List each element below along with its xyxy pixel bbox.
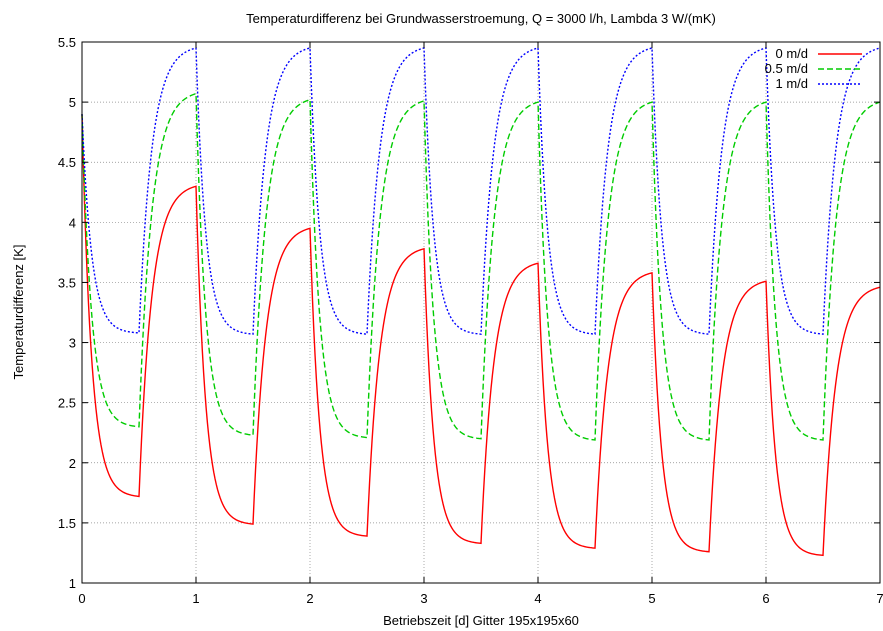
x-tick-label: 4	[534, 591, 541, 606]
series-layer	[81, 47, 881, 557]
y-tick-label: 2.5	[58, 396, 76, 411]
series-line-0-5-m-d	[81, 92, 881, 441]
legend-label: 0 m/d	[775, 46, 808, 61]
y-tick-label: 3.5	[58, 275, 76, 290]
y-tick-label: 1	[69, 576, 76, 591]
x-tick-label: 2	[306, 591, 313, 606]
x-tick-label: 7	[876, 591, 883, 606]
ticks: 11.522.533.544.555.50 1 2 3 4 5 6 7	[58, 35, 883, 606]
x-tick-label: 1	[192, 591, 199, 606]
x-tick-label: 0	[78, 591, 85, 606]
series-line-0-m-d	[81, 114, 881, 557]
y-axis-title: Temperaturdifferenz [K]	[11, 245, 26, 380]
y-tick-label: 3	[69, 336, 76, 351]
y-tick-label: 1.5	[58, 516, 76, 531]
y-tick-label: 2	[69, 456, 76, 471]
grid	[82, 42, 880, 583]
legend-label: 0.5 m/d	[765, 61, 808, 76]
x-axis-title: Betriebszeit [d] Gitter 195x195x60	[383, 613, 579, 628]
legend-label: 1 m/d	[775, 76, 808, 91]
x-tick-label: 5	[648, 591, 655, 606]
plot-frame	[81, 41, 881, 584]
y-tick-label: 4	[69, 215, 76, 230]
series-line-1-m-d	[81, 47, 881, 335]
y-tick-label: 5	[69, 95, 76, 110]
legend: 0 m/d0.5 m/d1 m/d	[765, 46, 862, 91]
x-tick-label: 6	[762, 591, 769, 606]
x-tick-label: 3	[420, 591, 427, 606]
chart-title: Temperaturdifferenz bei Grundwasserstroe…	[246, 11, 716, 26]
y-tick-label: 4.5	[58, 155, 76, 170]
y-tick-label: 5.5	[58, 35, 76, 50]
